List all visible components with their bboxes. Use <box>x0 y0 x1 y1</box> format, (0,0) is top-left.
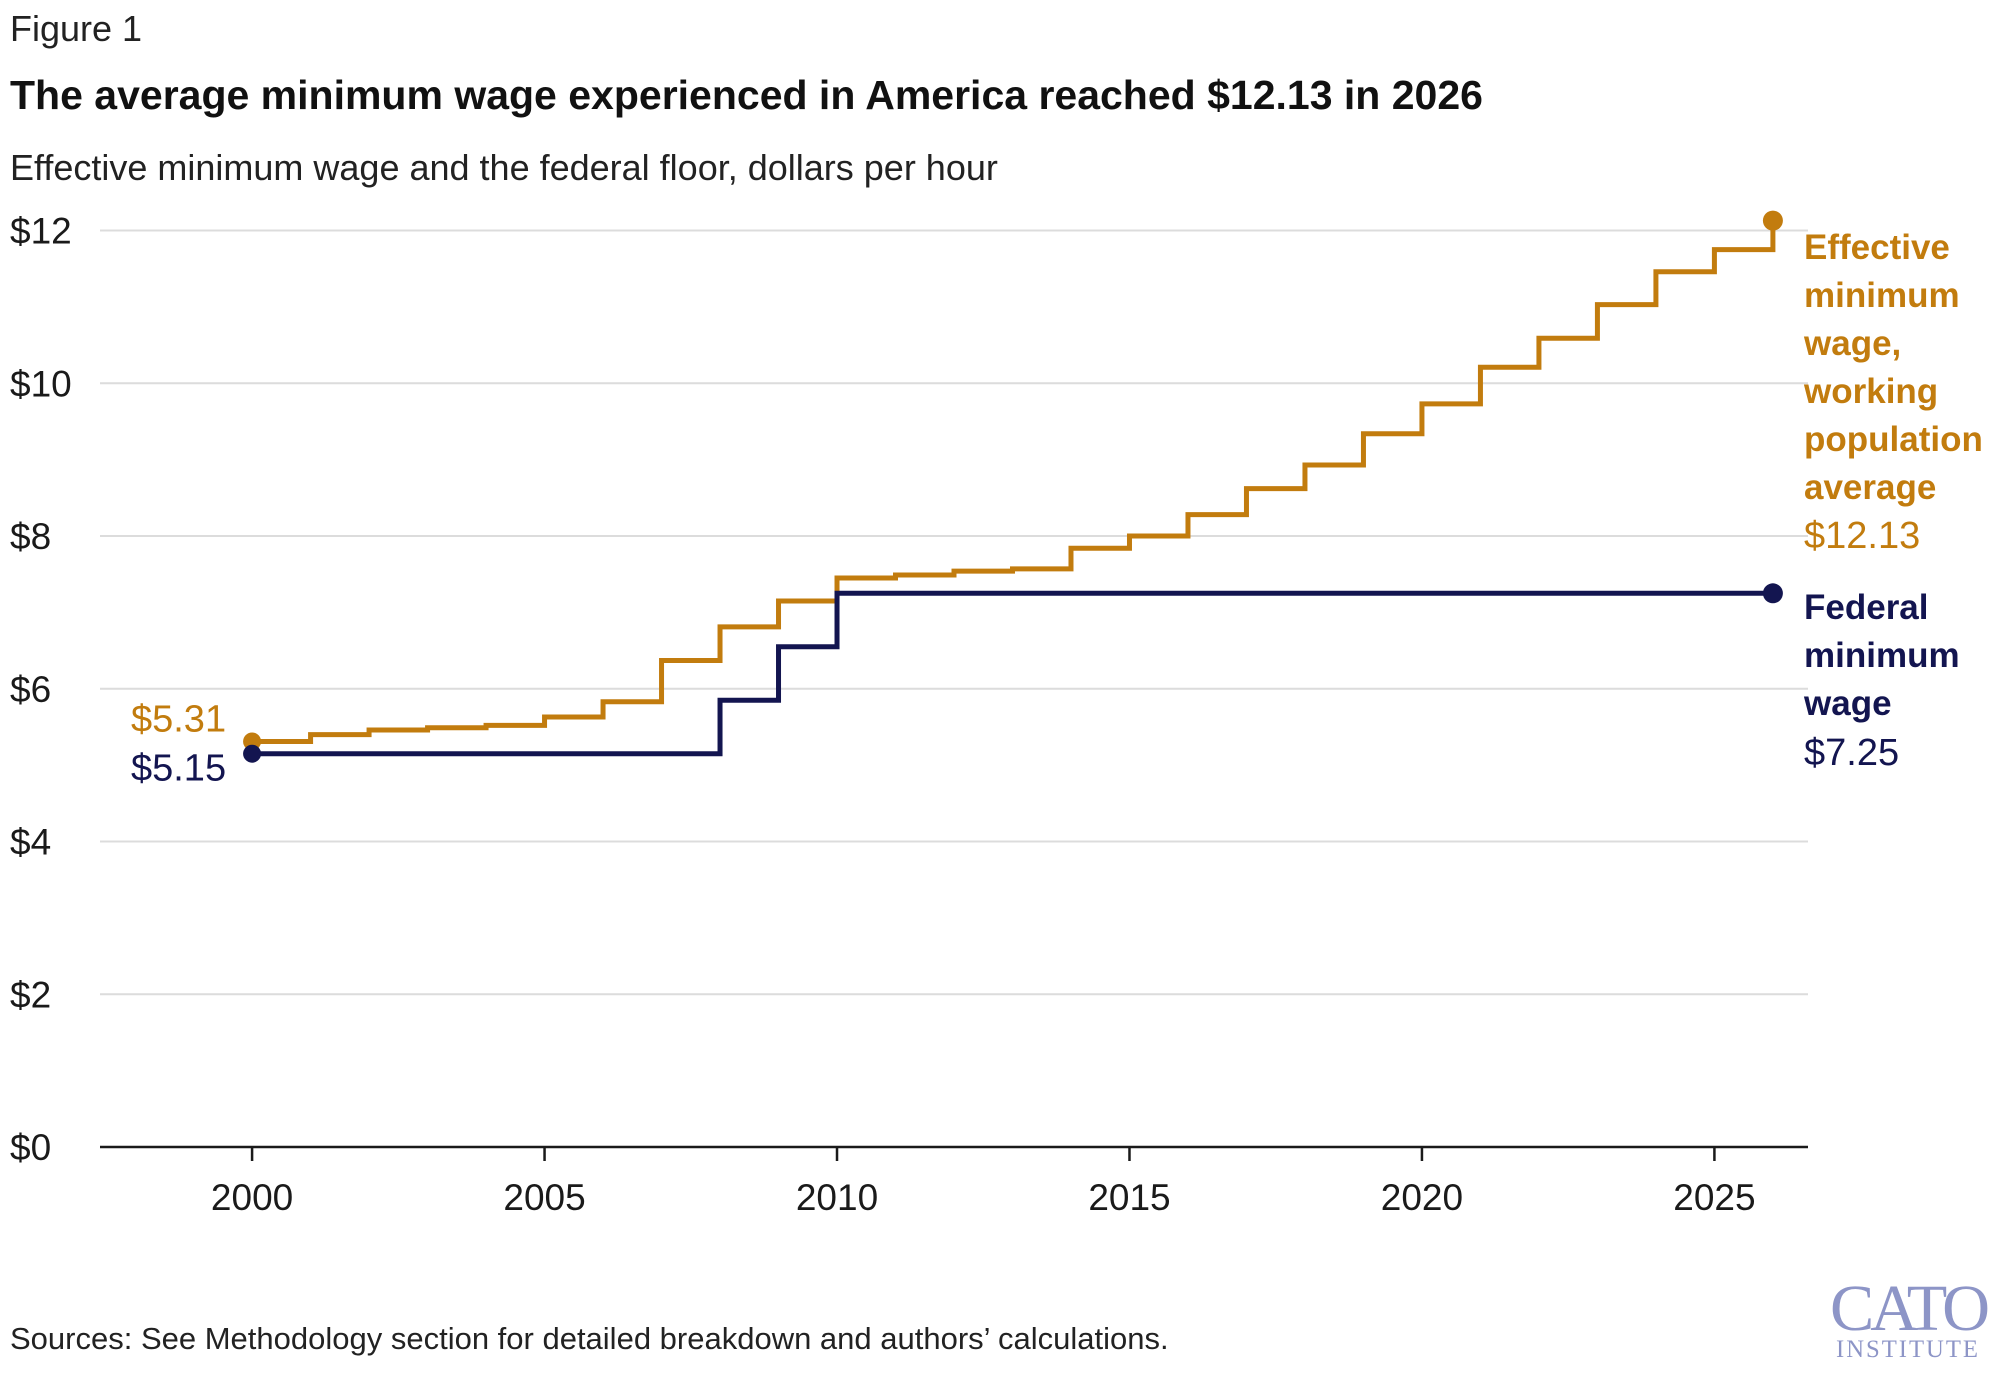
legend-effective-line-2: minimum <box>1804 276 1960 315</box>
effective-start-value-label: $5.31 <box>131 698 226 740</box>
logo-subtext: INSTITUTE <box>1836 1336 1980 1363</box>
x-axis-ticks: 2000 2005 2010 2015 2020 2025 <box>211 1147 1756 1218</box>
legend-effective-line-4: working <box>1803 372 1938 411</box>
y-tick-label: $2 <box>10 974 51 1015</box>
legend-effective-minimum-wage: Effective minimum wage, working populati… <box>1803 228 1983 557</box>
y-tick-label: $0 <box>10 1127 51 1168</box>
federal-start-value-label: $5.15 <box>131 748 226 790</box>
x-tick-label: 2020 <box>1381 1177 1463 1218</box>
legend-effective-line-5: population <box>1804 420 1983 459</box>
legend-federal-line-3: wage <box>1803 684 1892 723</box>
legend-effective-line-1: Effective <box>1804 228 1950 267</box>
legend-federal-end-value: $7.25 <box>1804 732 1899 774</box>
y-tick-label: $8 <box>10 516 51 557</box>
chart-title: The average minimum wage experienced in … <box>10 72 1483 118</box>
x-tick-label: 2025 <box>1673 1177 1755 1218</box>
y-tick-label: $10 <box>10 363 72 404</box>
y-axis-ticks: $0 $2 $4 $6 $8 $10 $12 <box>10 211 72 1168</box>
x-tick-label: 2010 <box>796 1177 878 1218</box>
sources-note: Sources: See Methodology section for det… <box>10 1321 1169 1356</box>
y-tick-label: $4 <box>10 822 51 863</box>
y-tick-label: $12 <box>10 211 72 252</box>
legend-effective-line-3: wage, <box>1803 324 1901 363</box>
x-tick-label: 2000 <box>211 1177 293 1218</box>
cato-institute-logo: CATO INSTITUTE <box>1830 1272 1991 1363</box>
x-tick-label: 2015 <box>1088 1177 1170 1218</box>
series-line-effective-minimum-wage <box>252 220 1776 744</box>
gridlines <box>100 229 1808 996</box>
figure-label: Figure 1 <box>10 8 142 49</box>
legend-federal-line-2: minimum <box>1804 636 1960 675</box>
series-line-federal-minimum-wage <box>252 590 1773 757</box>
legend-federal-minimum-wage: Federal minimum wage $7.25 <box>1803 588 1960 774</box>
logo-wordmark: CATO <box>1830 1272 1987 1345</box>
federal-end-point <box>1762 583 1783 604</box>
legend-effective-line-6: average <box>1804 468 1936 507</box>
chart-subtitle: Effective minimum wage and the federal f… <box>10 147 998 188</box>
legend-effective-end-value: $12.13 <box>1804 515 1920 557</box>
legend-federal-line-1: Federal <box>1804 588 1929 627</box>
x-tick-label: 2005 <box>503 1177 585 1218</box>
effective-end-point <box>1762 210 1783 231</box>
y-tick-label: $6 <box>10 669 51 710</box>
federal-start-point <box>243 744 262 763</box>
